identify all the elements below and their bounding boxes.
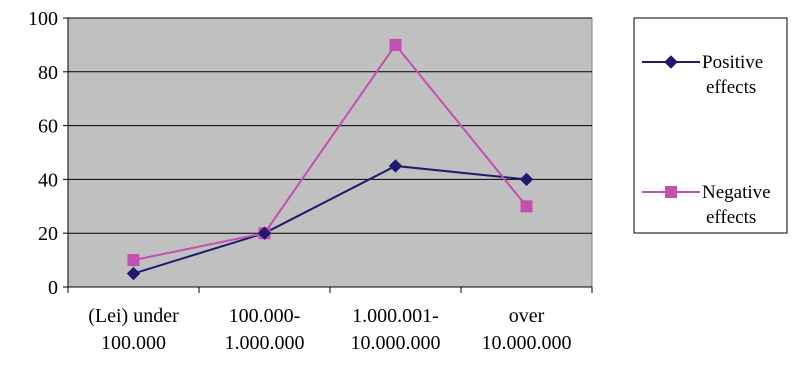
legend-label: Negative effects — [702, 182, 771, 228]
legend-label-line: effects — [706, 77, 756, 98]
y-tick-label: 20 — [38, 223, 58, 245]
data-point — [389, 38, 402, 51]
x-category-label-line: 1.000.001- — [352, 305, 439, 327]
x-category-label-line: 100.000- — [229, 305, 301, 327]
x-category-label: 100.000- 1.000.000 — [225, 305, 305, 354]
data-point — [257, 226, 272, 240]
series-line — [133, 164, 527, 275]
series-group — [126, 38, 534, 281]
series-line — [133, 43, 528, 262]
axes: 0 20 40 60 80 100 (Lei) under 100.000 100.000- 1.… — [28, 8, 593, 354]
x-category-label-line: 1.000.000 — [225, 332, 305, 354]
y-tick-label: 60 — [38, 116, 58, 138]
data-point — [126, 266, 141, 281]
y-tick-label: 100 — [28, 8, 58, 30]
x-category-label-line: 100.000 — [101, 332, 166, 354]
legend-label-line: Negative — [702, 182, 771, 203]
y-tick-label: 40 — [38, 169, 58, 191]
x-category-label: 1.000.001- 10.000.000 — [351, 305, 441, 354]
x-category-label-line: 10.000.000 — [351, 332, 441, 354]
x-category-label: over 10.000.000 — [482, 305, 572, 354]
y-tick-label: 80 — [38, 62, 58, 84]
y-tick-label: 0 — [48, 277, 58, 299]
plot-area — [67, 17, 593, 288]
x-category-label-line: over — [509, 305, 545, 327]
legend-box — [633, 17, 788, 234]
legend-label-line: Positive — [702, 52, 763, 73]
legend: Positive effects Negative effects — [633, 17, 788, 234]
legend-label-line: effects — [706, 207, 756, 228]
data-point — [519, 172, 534, 187]
x-category-label-line: (Lei) under — [88, 305, 179, 327]
data-point — [127, 254, 140, 267]
legend-label: Positive effects — [702, 52, 763, 98]
data-point — [388, 159, 403, 173]
plot-background — [67, 17, 593, 288]
x-category-label: (Lei) under 100.000 — [88, 305, 179, 354]
legend-marker — [664, 55, 678, 69]
x-category-label-line: 10.000.000 — [482, 332, 572, 354]
legend-marker — [665, 186, 677, 198]
data-point — [520, 200, 533, 213]
